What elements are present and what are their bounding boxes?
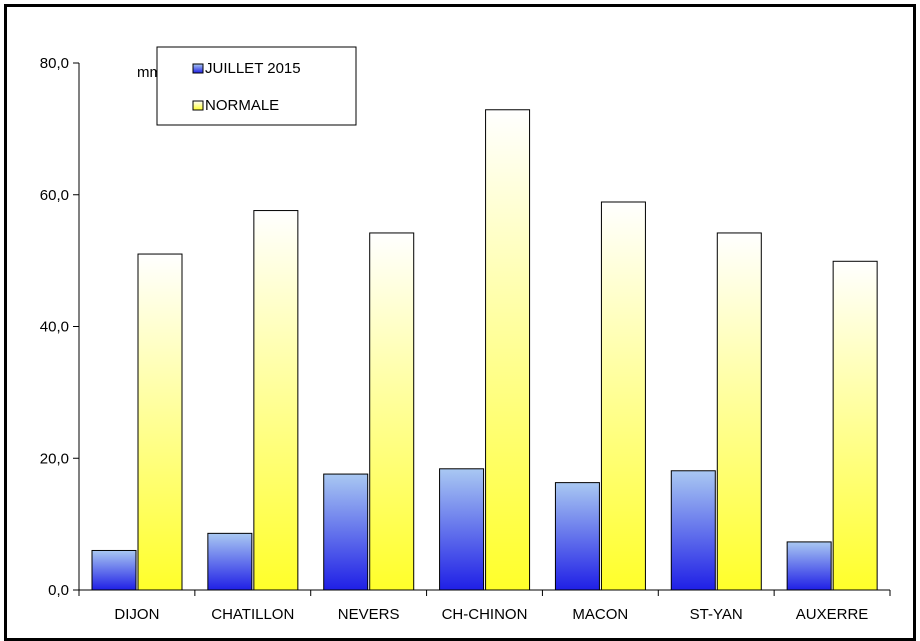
x-tick-label: CHATILLON — [211, 606, 294, 623]
x-tick-label: CH-CHINON — [442, 606, 528, 623]
x-axis-labels: DIJON CHATILLON NEVERS CH-CHINON MACON ST-YAN… — [79, 590, 890, 623]
y-tick-label: 0,0 — [48, 582, 69, 599]
y-tick-label: 60,0 — [40, 187, 69, 204]
x-tick-label: MACON — [572, 606, 628, 623]
bar-normale — [486, 110, 530, 590]
x-tick-label: AUXERRE — [796, 606, 869, 623]
legend-swatch-normale — [193, 101, 203, 110]
bar-juillet-2015 — [671, 471, 715, 590]
y-tick-label: 80,0 — [40, 55, 69, 72]
x-tick-label: NEVERS — [338, 606, 400, 623]
legend-label-juillet-2015: JUILLET 2015 — [205, 60, 301, 77]
bar-normale — [833, 261, 877, 590]
bar-normale — [370, 233, 414, 590]
bar-juillet-2015 — [92, 550, 136, 590]
bar-juillet-2015 — [555, 483, 599, 590]
bars — [92, 110, 877, 590]
x-tick-label: DIJON — [114, 606, 159, 623]
bar-normale — [601, 202, 645, 590]
bar-juillet-2015 — [440, 469, 484, 590]
bar-juillet-2015 — [787, 542, 831, 590]
legend-label-normale: NORMALE — [205, 97, 279, 114]
bar-juillet-2015 — [324, 474, 368, 590]
bar-normale — [717, 233, 761, 590]
bar-normale — [254, 211, 298, 590]
legend: JUILLET 2015 NORMALE — [157, 47, 356, 125]
y-tick-label: 20,0 — [40, 450, 69, 467]
x-tick-label: ST-YAN — [690, 606, 743, 623]
bar-juillet-2015 — [208, 533, 252, 590]
y-tick-label: 40,0 — [40, 319, 69, 336]
legend-swatch-juillet-2015 — [193, 64, 203, 73]
bar-normale — [138, 254, 182, 590]
